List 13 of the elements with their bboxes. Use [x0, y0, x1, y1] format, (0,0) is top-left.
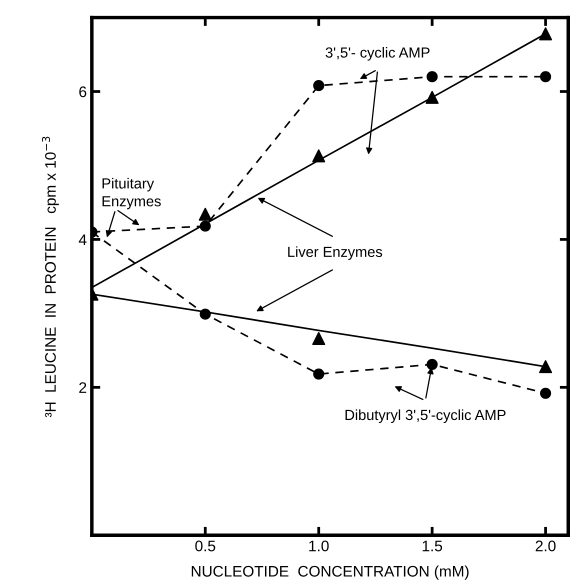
x-tick-label: 1.5	[422, 540, 442, 552]
y-tick-label: 6	[79, 86, 86, 98]
annotation: 3',5'- cyclic AMP	[326, 46, 430, 61]
x-axis-title: NUCLEOTIDE CONCENTRATION (mM)	[192, 565, 469, 580]
y-tick-label: 4	[78, 234, 87, 245]
y-tick-label: 2	[79, 382, 86, 393]
x-tick-label: 1.0	[309, 540, 329, 552]
y-axis-title: ³H LEUCINE IN PROTEIN cpm x 10$^{−3}$	[42, 136, 59, 418]
annotation: Pituitary Enzymes	[102, 178, 161, 210]
x-tick-label: 2.0	[536, 540, 556, 552]
annotation: Dibutyryl 3',5'-cyclic AMP	[346, 409, 506, 423]
x-tick-label: 0.5	[195, 540, 216, 552]
annotation: Liver Enzymes	[288, 246, 382, 260]
